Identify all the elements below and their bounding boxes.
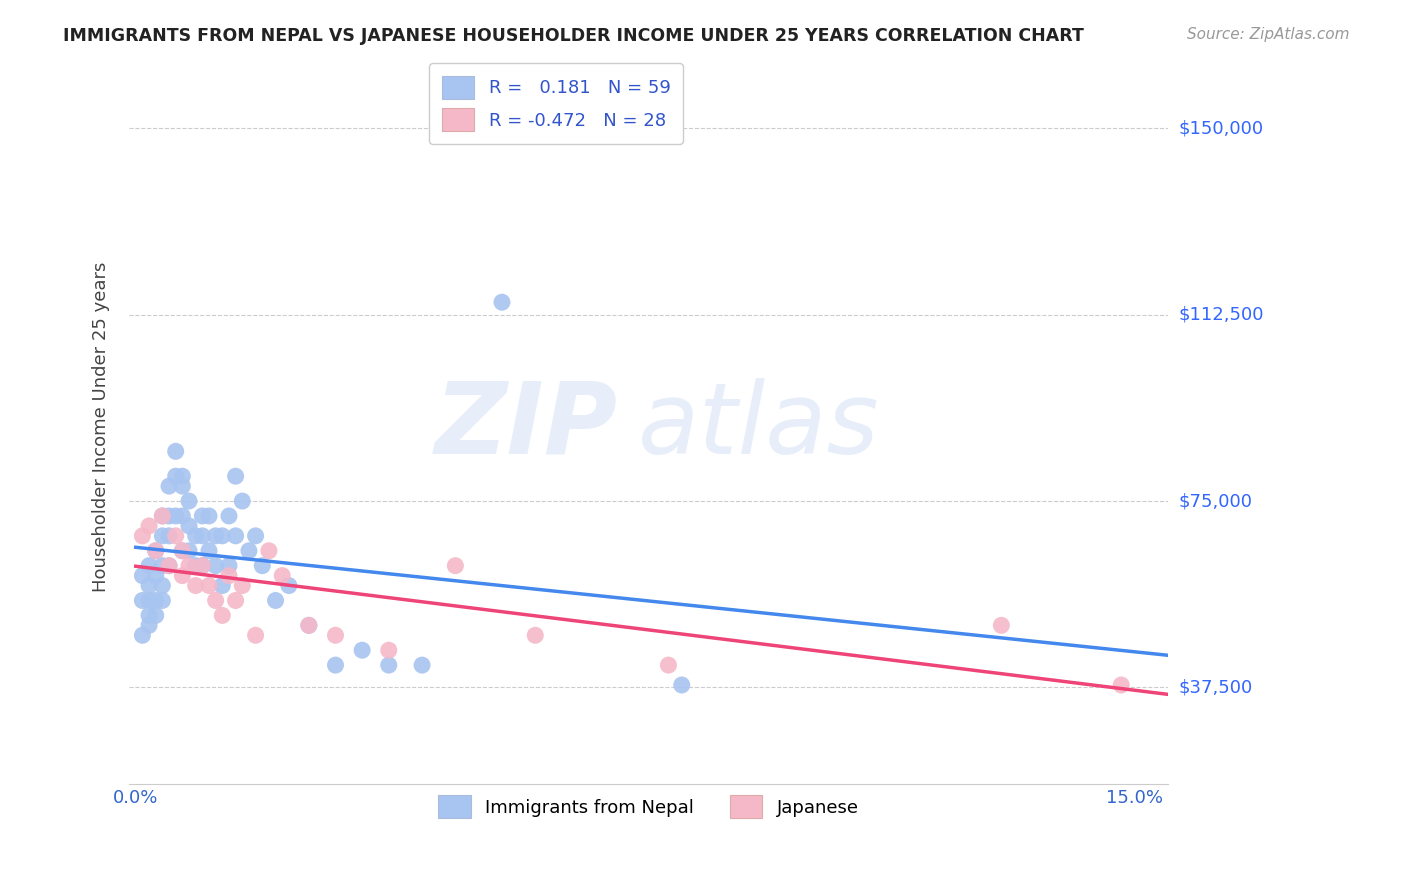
Point — [198, 578, 221, 592]
Point — [204, 558, 226, 573]
Point — [231, 578, 253, 592]
Point — [157, 558, 180, 573]
Text: ZIP: ZIP — [434, 378, 617, 475]
Point — [245, 529, 267, 543]
Point — [218, 558, 240, 573]
Y-axis label: Householder Income Under 25 years: Householder Income Under 25 years — [93, 261, 110, 591]
Point — [177, 543, 200, 558]
Point — [150, 593, 173, 607]
Point — [165, 444, 187, 458]
Point — [204, 593, 226, 607]
Point — [165, 529, 187, 543]
Point — [131, 628, 153, 642]
Point — [191, 508, 214, 523]
Text: $112,500: $112,500 — [1180, 306, 1264, 324]
Point — [172, 469, 194, 483]
Point — [191, 558, 214, 573]
Text: $75,000: $75,000 — [1180, 492, 1253, 510]
Point — [198, 543, 221, 558]
Point — [150, 578, 173, 592]
Point — [184, 529, 207, 543]
Point — [157, 508, 180, 523]
Point — [298, 618, 321, 632]
Point — [131, 568, 153, 582]
Point — [491, 295, 513, 310]
Point — [245, 628, 267, 642]
Point — [172, 508, 194, 523]
Point — [138, 558, 160, 573]
Point — [218, 568, 240, 582]
Point — [198, 508, 221, 523]
Point — [138, 519, 160, 533]
Point — [150, 508, 173, 523]
Text: $37,500: $37,500 — [1180, 679, 1253, 697]
Point — [177, 558, 200, 573]
Point — [378, 658, 401, 673]
Point — [524, 628, 547, 642]
Text: atlas: atlas — [638, 378, 880, 475]
Point — [157, 558, 180, 573]
Point — [271, 568, 294, 582]
Point — [177, 494, 200, 508]
Point — [238, 543, 260, 558]
Point — [157, 479, 180, 493]
Text: IMMIGRANTS FROM NEPAL VS JAPANESE HOUSEHOLDER INCOME UNDER 25 YEARS CORRELATION : IMMIGRANTS FROM NEPAL VS JAPANESE HOUSEH… — [63, 27, 1084, 45]
Point — [165, 469, 187, 483]
Point — [378, 643, 401, 657]
Point — [172, 543, 194, 558]
Point — [657, 658, 679, 673]
Point — [191, 529, 214, 543]
Point — [191, 558, 214, 573]
Point — [131, 593, 153, 607]
Point — [145, 568, 167, 582]
Point — [172, 568, 194, 582]
Point — [211, 529, 233, 543]
Point — [990, 618, 1012, 632]
Point — [325, 658, 347, 673]
Point — [138, 578, 160, 592]
Point — [231, 494, 253, 508]
Point — [177, 519, 200, 533]
Point — [352, 643, 374, 657]
Point — [150, 558, 173, 573]
Point — [204, 529, 226, 543]
Point — [411, 658, 433, 673]
Point — [138, 608, 160, 623]
Point — [165, 508, 187, 523]
Point — [150, 529, 173, 543]
Point — [145, 543, 167, 558]
Point — [211, 608, 233, 623]
Point — [172, 543, 194, 558]
Point — [264, 593, 287, 607]
Point — [172, 479, 194, 493]
Point — [157, 529, 180, 543]
Point — [444, 558, 467, 573]
Text: Source: ZipAtlas.com: Source: ZipAtlas.com — [1187, 27, 1350, 42]
Point — [325, 628, 347, 642]
Point — [138, 618, 160, 632]
Point — [218, 508, 240, 523]
Point — [145, 608, 167, 623]
Point — [277, 578, 299, 592]
Point — [225, 469, 247, 483]
Point — [298, 618, 321, 632]
Point — [257, 543, 280, 558]
Point — [211, 578, 233, 592]
Point — [225, 593, 247, 607]
Point — [184, 558, 207, 573]
Point — [225, 529, 247, 543]
Point — [138, 593, 160, 607]
Legend: Immigrants from Nepal, Japanese: Immigrants from Nepal, Japanese — [430, 788, 866, 825]
Point — [150, 508, 173, 523]
Text: $150,000: $150,000 — [1180, 120, 1264, 137]
Point — [145, 543, 167, 558]
Point — [145, 593, 167, 607]
Point — [184, 578, 207, 592]
Point — [671, 678, 693, 692]
Point — [252, 558, 274, 573]
Point — [131, 529, 153, 543]
Point — [1109, 678, 1132, 692]
